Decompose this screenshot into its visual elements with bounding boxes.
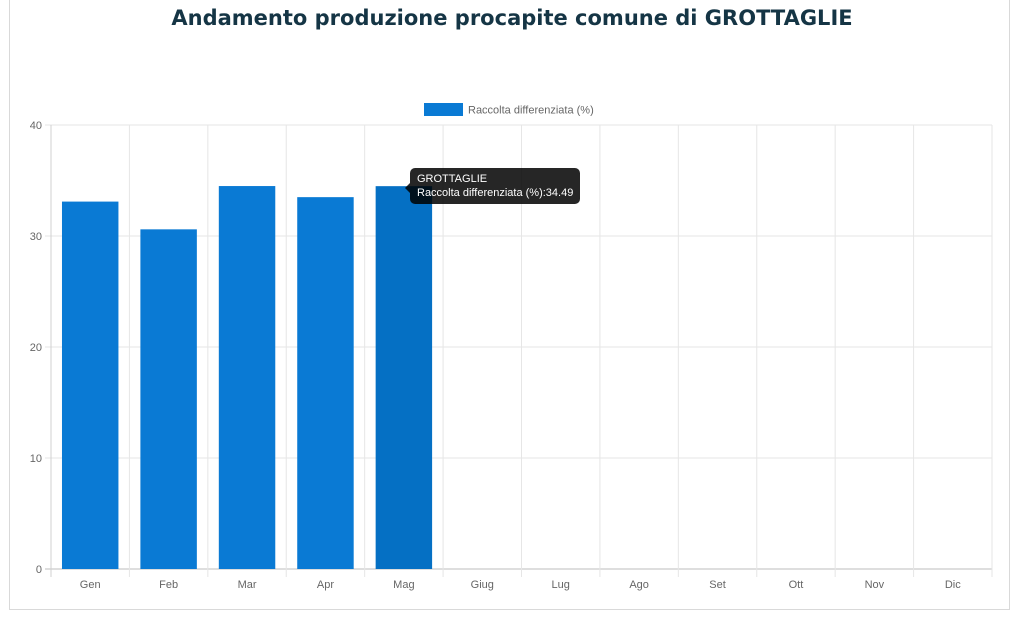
tooltip-text: Raccolta differenziata (%):34.49 — [417, 187, 574, 199]
legend-swatch — [424, 103, 463, 116]
x-tick-label: Ott — [789, 579, 804, 591]
bar — [297, 197, 354, 569]
chart-tooltip: GROTTAGLIE Raccolta differenziata (%):34… — [405, 168, 581, 204]
x-tick-label: Set — [709, 579, 726, 591]
bar — [375, 186, 433, 569]
x-tick-label: Nov — [865, 579, 885, 591]
x-tick-label: Gen — [80, 579, 101, 591]
x-tick-label: Feb — [159, 579, 178, 591]
y-tick-label: 10 — [30, 453, 42, 465]
tooltip-caret — [405, 183, 410, 193]
bar — [61, 201, 119, 569]
x-tick-label: Mar — [238, 579, 257, 591]
y-tick-label: 20 — [30, 342, 42, 354]
y-tick-label: 30 — [30, 231, 42, 243]
x-tick-label: Giug — [471, 579, 494, 591]
chart-title: Andamento produzione procapite comune di… — [171, 6, 853, 30]
tooltip-title: GROTTAGLIE — [417, 173, 488, 185]
x-tick-label: Ago — [629, 579, 649, 591]
y-tick-label: 0 — [36, 564, 42, 576]
bar — [218, 186, 276, 570]
x-tick-label: Mag — [393, 579, 414, 591]
legend-label: Raccolta differenziata (%) — [468, 105, 594, 117]
x-tick-label: Apr — [317, 579, 334, 591]
x-tick-label: Lug — [552, 579, 570, 591]
bar — [140, 229, 197, 569]
x-tick-label: Dic — [945, 579, 961, 591]
y-tick-label: 40 — [30, 120, 42, 132]
